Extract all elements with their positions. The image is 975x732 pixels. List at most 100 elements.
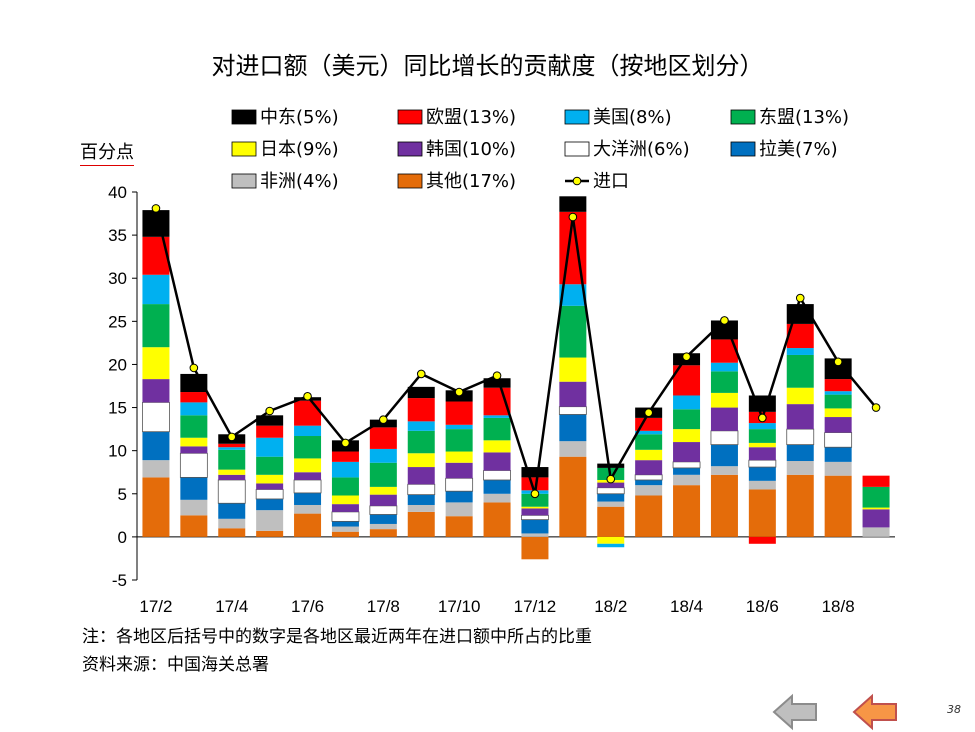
bar-segment	[521, 519, 549, 534]
bar-segment	[142, 304, 170, 348]
import-point	[151, 204, 161, 213]
bar-segment	[445, 491, 473, 503]
y-tick-label: 10	[108, 442, 127, 461]
y-tick-label: 15	[108, 399, 127, 418]
bar-segment	[218, 518, 246, 529]
bar-segment	[445, 451, 473, 463]
x-tick-label: 18/6	[746, 597, 779, 616]
bar-segment	[786, 387, 814, 405]
import-point	[568, 212, 578, 222]
bar-segment	[407, 504, 435, 512]
bar-segment	[824, 432, 853, 448]
y-tick-label: 30	[108, 269, 127, 288]
import-point	[720, 316, 729, 325]
bar-segment	[294, 425, 322, 437]
bar-segment	[445, 502, 473, 517]
next-arrow-icon[interactable]	[852, 692, 900, 732]
bar-segment	[673, 442, 701, 462]
bar-segment	[748, 395, 776, 412]
bar-segment	[369, 523, 397, 530]
bar-segment	[142, 401, 170, 433]
bar-segment	[862, 475, 890, 487]
bar-segment	[673, 467, 701, 475]
bar-segment	[407, 467, 435, 485]
bar-segment	[218, 503, 246, 519]
bar-segment	[824, 408, 852, 418]
bar-segment	[142, 236, 170, 275]
legend-swatch	[564, 109, 590, 125]
import-point	[303, 392, 312, 401]
bar-segment	[748, 467, 776, 481]
x-tick-label: 17/4	[215, 597, 248, 616]
bar-segment	[142, 274, 170, 305]
bar-segment	[634, 474, 663, 481]
x-tick-label: 18/2	[594, 597, 627, 616]
bar-segment	[218, 443, 246, 448]
y-tick-label: 0	[118, 528, 127, 547]
legend-label: 日本(9%)	[260, 139, 339, 160]
bar-segment	[824, 475, 852, 537]
x-tick-label: 17/10	[438, 597, 481, 616]
bar-segment	[635, 479, 663, 486]
bar-segment	[710, 339, 738, 363]
bar-segment	[294, 472, 322, 480]
bar-segment	[407, 511, 435, 537]
source-note: 资料来源：中国海关总署	[82, 655, 269, 675]
bar-segment	[331, 531, 359, 537]
import-point	[833, 357, 843, 367]
bar-segment	[483, 470, 511, 481]
import-point	[227, 432, 237, 442]
bar-segment	[218, 449, 246, 470]
bar-segment	[293, 479, 322, 494]
bar-segment	[710, 466, 738, 475]
bar-segment	[369, 448, 397, 463]
page-number: 38	[947, 703, 961, 716]
prev-arrow-icon[interactable]	[772, 692, 820, 732]
bar-segment	[180, 499, 208, 516]
bar-segment	[180, 515, 208, 537]
bar-segment	[407, 494, 435, 505]
legend-label: 美国(8%)	[593, 107, 672, 128]
legend-swatch	[231, 173, 257, 189]
bar-segment	[786, 461, 814, 475]
bar-segment	[635, 449, 663, 461]
bar-segment	[559, 441, 587, 457]
legend-label: 其他(17%)	[426, 171, 516, 192]
bar-segment	[294, 436, 322, 459]
bar-segment	[445, 477, 474, 492]
bar-segment	[597, 482, 625, 488]
bar-segment	[786, 444, 814, 462]
x-tick-label: 18/8	[822, 597, 855, 616]
legend-label: 东盟(13%)	[759, 107, 849, 128]
bar-segment	[748, 459, 777, 468]
legend-swatch	[564, 141, 590, 157]
bar-segment	[521, 514, 549, 521]
x-tick-label: 17/6	[291, 597, 324, 616]
x-tick-label: 17/2	[139, 597, 172, 616]
bar-segment	[218, 528, 246, 537]
legend-label: 欧盟(13%)	[426, 107, 516, 128]
bar-segment	[256, 474, 284, 484]
legend-label: 拉美(7%)	[759, 139, 838, 160]
bar-segment	[673, 485, 701, 537]
bar-segment	[521, 493, 549, 507]
bar-segment	[407, 386, 435, 399]
bar-segment	[369, 427, 397, 449]
bar-segment	[483, 479, 511, 494]
bar-segment	[483, 440, 511, 453]
bar-segment	[483, 502, 511, 537]
import-point	[492, 371, 502, 380]
bar-segment	[256, 498, 284, 511]
bar-segment	[369, 529, 397, 537]
bar-segment	[483, 415, 511, 418]
bar-segment	[142, 210, 170, 237]
bar-segment	[521, 506, 549, 509]
bar-segment	[559, 456, 587, 537]
bar-segment	[256, 530, 284, 537]
bar-segment	[407, 398, 435, 422]
bar-segment	[218, 447, 246, 450]
import-point	[758, 413, 767, 423]
legend-swatch	[397, 173, 423, 189]
legend-label: 韩国(10%)	[426, 139, 516, 160]
